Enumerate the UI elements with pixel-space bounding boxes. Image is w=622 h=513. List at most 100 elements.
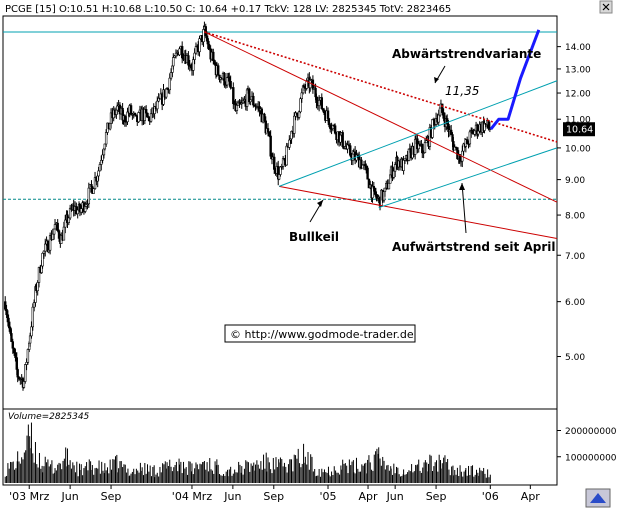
price-header: PCGE [15] O:10.51 H:10.68 L:10.50 C: 10.… bbox=[5, 4, 451, 15]
candle-body bbox=[116, 105, 119, 111]
candle-body bbox=[129, 105, 133, 115]
candle-body bbox=[98, 164, 102, 172]
time-tick-label: Jun bbox=[61, 490, 79, 503]
candle-body bbox=[349, 145, 352, 156]
candle-body bbox=[248, 88, 251, 103]
candle-body bbox=[14, 352, 17, 358]
candle-body bbox=[333, 125, 337, 134]
candle-body bbox=[285, 145, 288, 166]
volume-tick-label: 200000000 bbox=[565, 427, 617, 437]
candle-body bbox=[11, 341, 14, 349]
candle-body bbox=[42, 250, 46, 254]
candle-body bbox=[202, 29, 205, 43]
volume-tick-label: 100000000 bbox=[565, 453, 617, 463]
candle-body bbox=[137, 112, 140, 123]
time-tick-label: Sep bbox=[101, 490, 122, 503]
volume-label: Volume=2825345 bbox=[8, 412, 90, 422]
time-tick-label: Jun bbox=[223, 490, 241, 503]
time-tick-label: Apr bbox=[521, 490, 541, 503]
candle-body bbox=[149, 113, 153, 122]
candle-body bbox=[5, 308, 8, 316]
candle-body bbox=[51, 233, 54, 240]
candle-body bbox=[365, 165, 368, 169]
candle-body bbox=[225, 77, 229, 86]
time-axis: '03 Mrz Jun Sep '04 Mrz Jun Sep '05 Apr Jun Sep '0… bbox=[9, 485, 540, 503]
candle-body bbox=[487, 120, 490, 128]
candle-body bbox=[16, 369, 19, 378]
candle-body bbox=[212, 51, 215, 61]
candle-body bbox=[193, 52, 196, 60]
candle-body bbox=[322, 109, 326, 114]
candle-body bbox=[279, 166, 282, 175]
candle-body bbox=[473, 130, 476, 135]
candle-body bbox=[134, 114, 138, 116]
candle-body bbox=[198, 38, 201, 53]
projection-line bbox=[489, 29, 541, 131]
time-tick-label: Sep bbox=[263, 490, 284, 503]
candle-body bbox=[48, 235, 52, 251]
candle-body bbox=[320, 97, 323, 109]
candle-body bbox=[192, 59, 195, 71]
candle-body bbox=[12, 347, 16, 354]
candle-body bbox=[235, 105, 239, 111]
candle-body bbox=[441, 103, 444, 113]
price-tick-label: 9.00 bbox=[565, 176, 585, 186]
candle-body bbox=[68, 207, 72, 219]
candle-body bbox=[104, 132, 108, 145]
candle-body bbox=[445, 118, 449, 125]
candle-body bbox=[174, 52, 178, 57]
candle-body bbox=[277, 174, 281, 180]
candle-body bbox=[425, 140, 428, 144]
price-tick-label: 7.00 bbox=[565, 252, 585, 262]
candle-body bbox=[101, 154, 104, 161]
candle-body bbox=[31, 306, 34, 328]
candle-body bbox=[327, 118, 331, 126]
candle-body bbox=[92, 188, 95, 194]
candle-body bbox=[326, 110, 330, 119]
candle-body bbox=[346, 144, 349, 150]
candle-body bbox=[383, 187, 387, 192]
time-tick-label: '03 Mrz bbox=[9, 490, 50, 503]
candle-body bbox=[25, 362, 28, 365]
candlestick-series bbox=[4, 21, 492, 391]
trendline bbox=[278, 80, 558, 187]
candle-body bbox=[232, 87, 235, 105]
candle-body bbox=[28, 335, 32, 344]
candle-body bbox=[103, 143, 107, 150]
candle-body bbox=[164, 88, 168, 98]
price-tick-label: 6.00 bbox=[565, 298, 585, 308]
candle-body bbox=[360, 159, 363, 169]
support-layer bbox=[3, 31, 557, 200]
candle-body bbox=[477, 130, 480, 135]
candle-body bbox=[100, 159, 103, 165]
candle-body bbox=[56, 222, 59, 231]
candle-body bbox=[32, 302, 36, 308]
time-tick-label: Jun bbox=[386, 490, 404, 503]
candle-body bbox=[22, 381, 26, 388]
candle-body bbox=[465, 139, 469, 144]
candle-body bbox=[24, 364, 27, 382]
candle-body bbox=[421, 144, 424, 154]
candle-body bbox=[204, 26, 207, 37]
candle-body bbox=[268, 131, 271, 137]
trendline bbox=[204, 31, 558, 143]
candle-body bbox=[263, 113, 266, 122]
candle-body bbox=[6, 314, 10, 323]
candle-body bbox=[126, 111, 129, 123]
candle-body bbox=[393, 164, 397, 172]
candle-body bbox=[207, 40, 210, 49]
candle-body bbox=[64, 219, 67, 228]
candle-body bbox=[178, 48, 181, 56]
candle-body bbox=[392, 170, 396, 178]
candle-body bbox=[41, 252, 44, 267]
candle-body bbox=[194, 46, 198, 54]
candle-body bbox=[249, 99, 252, 103]
candle-body bbox=[4, 301, 7, 310]
candle-body bbox=[172, 57, 175, 67]
candle-body bbox=[300, 92, 303, 100]
price-pane-frame bbox=[2, 15, 558, 410]
candle-body bbox=[273, 156, 276, 170]
last-price-box bbox=[563, 122, 595, 137]
